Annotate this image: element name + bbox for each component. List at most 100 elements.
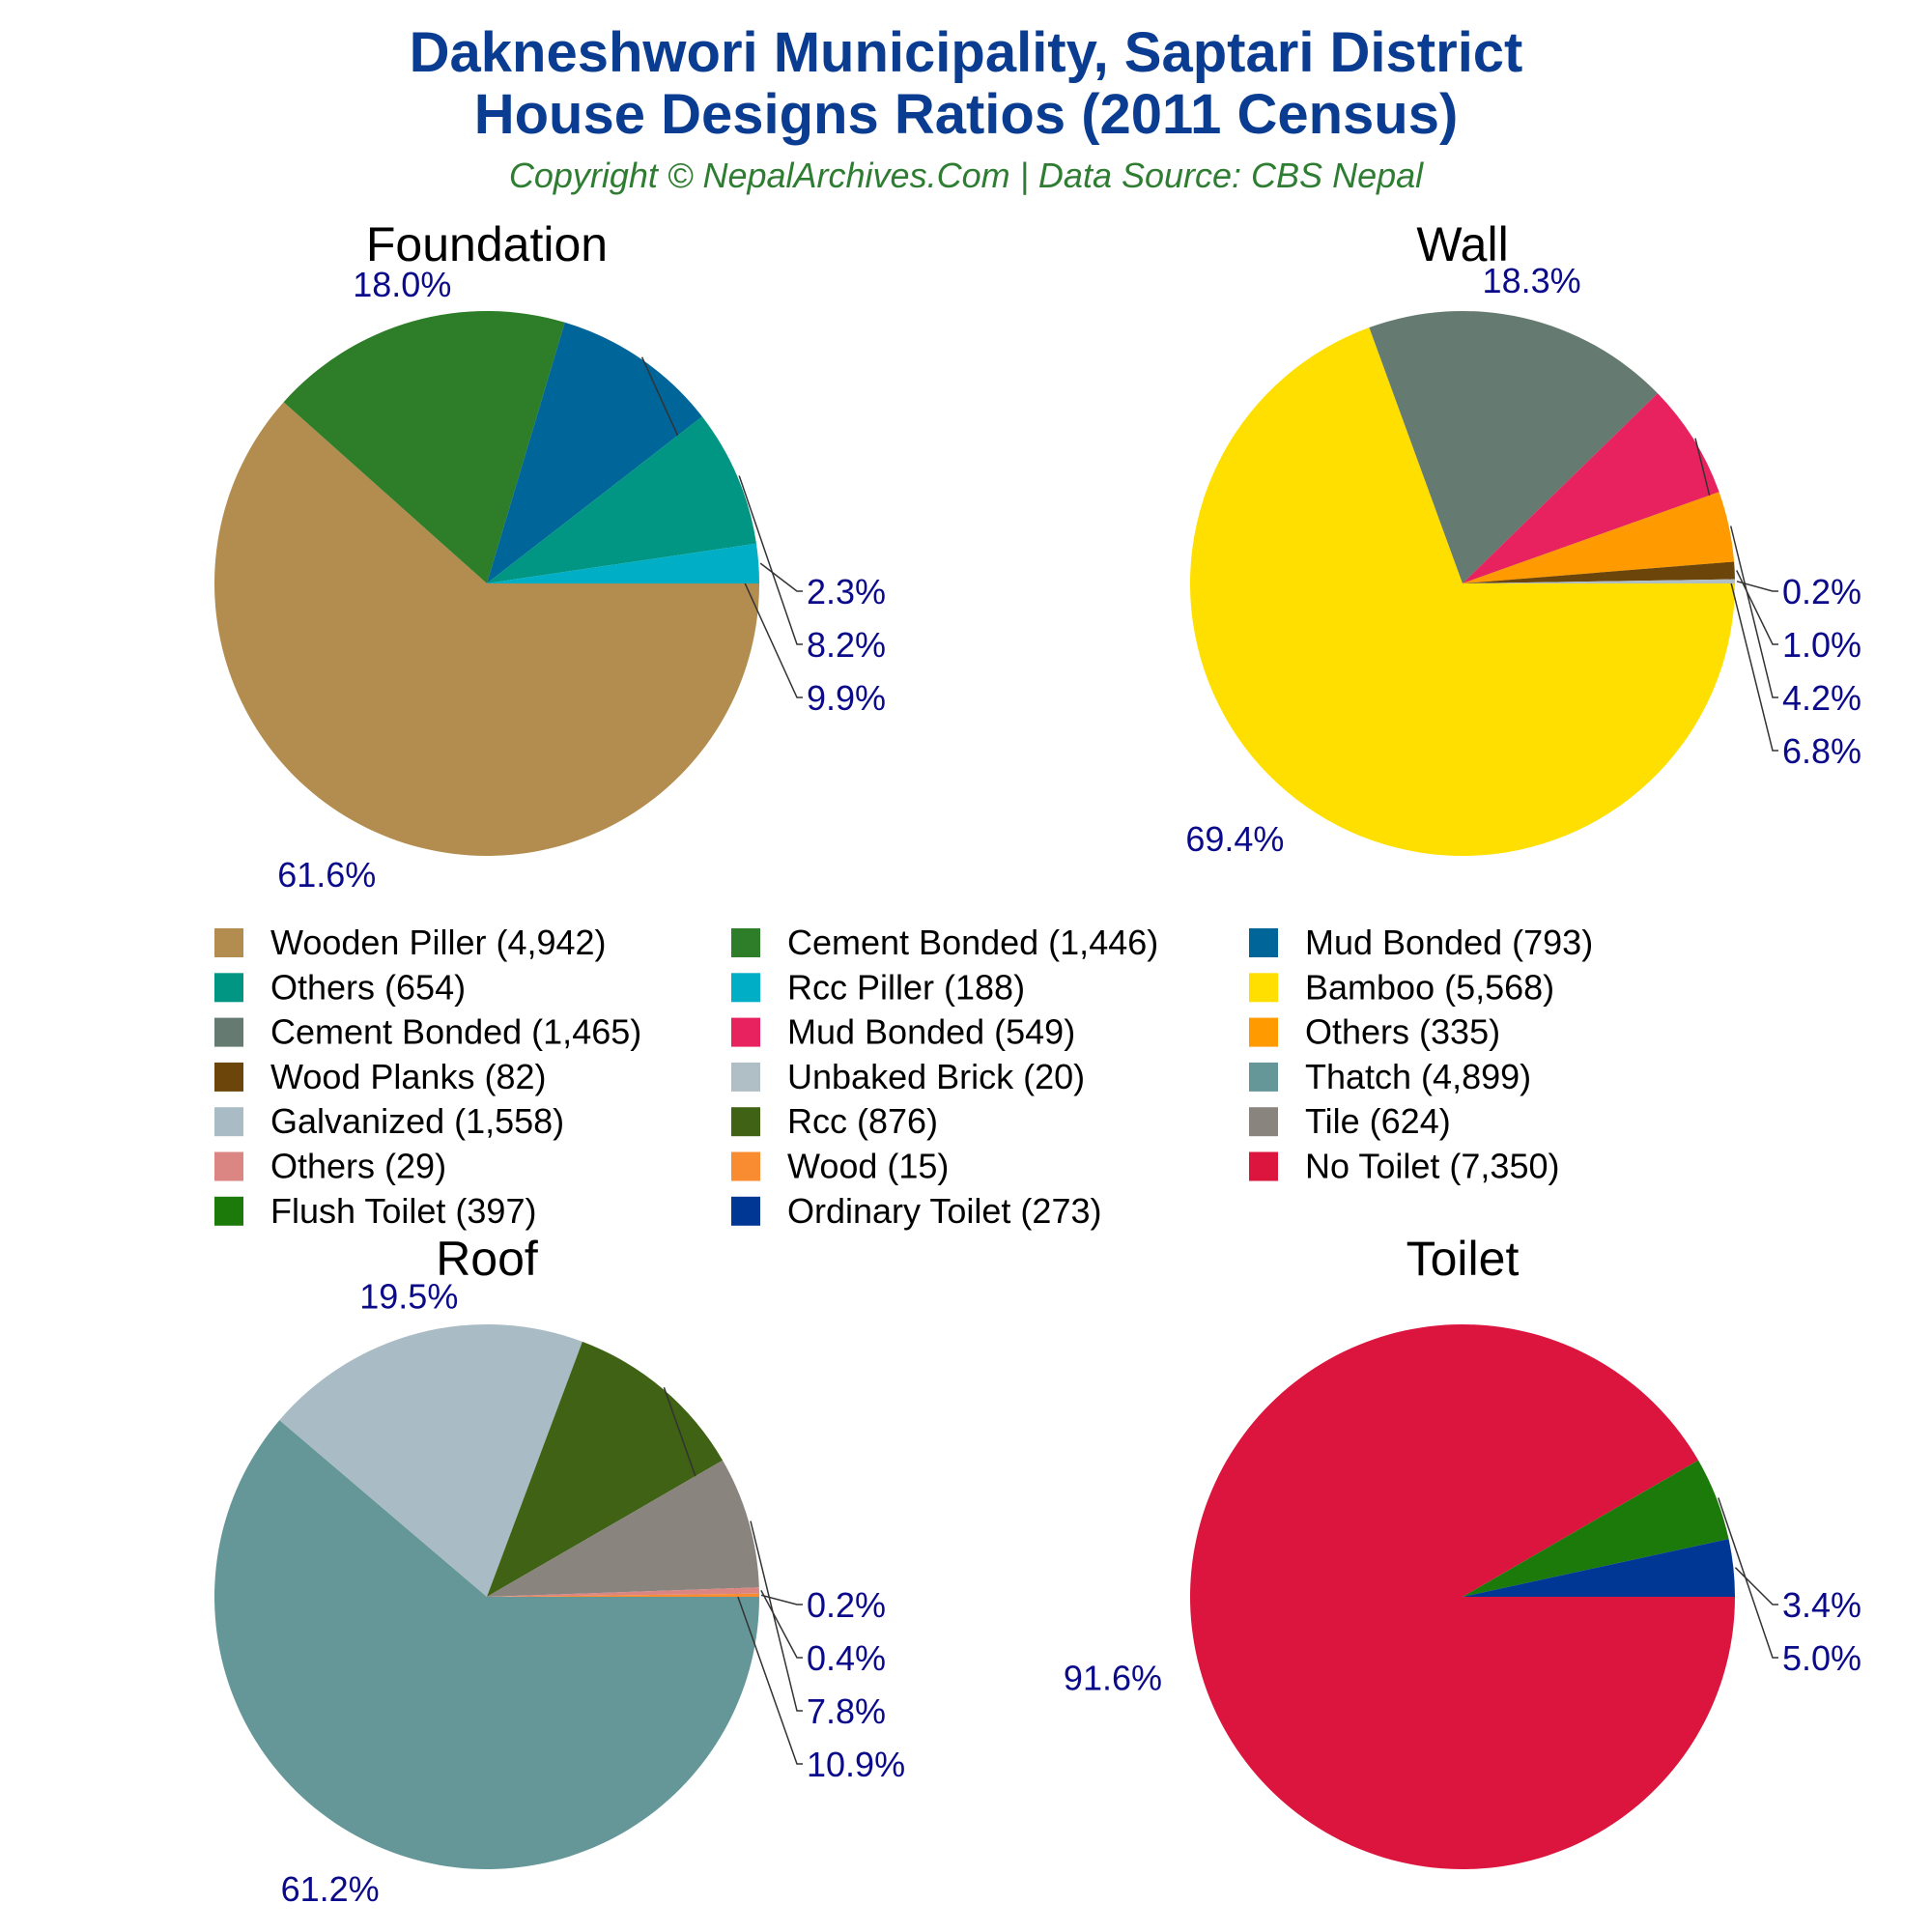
legend-swatch <box>214 1107 243 1137</box>
pie-title: Foundation <box>366 217 608 271</box>
pie-slice <box>487 1587 759 1597</box>
legend-item: Wood (15) <box>731 1147 949 1186</box>
legend-label: Bamboo (5,568) <box>1305 967 1554 1007</box>
legend-label: Cement Bonded (1,465) <box>270 1012 641 1052</box>
pie-slice <box>487 1460 759 1597</box>
percent-label: 8.2% <box>807 625 886 665</box>
legend-item: Rcc Piller (188) <box>731 967 1025 1007</box>
legend-label: Unbaked Brick (20) <box>787 1057 1085 1096</box>
pie-slice <box>487 322 702 583</box>
leader-line <box>1736 570 1778 645</box>
legend-label: Rcc (876) <box>787 1101 938 1141</box>
legend-swatch <box>1249 1107 1278 1137</box>
pie-slice <box>283 310 565 583</box>
leader-line <box>1734 1567 1778 1605</box>
percent-label: 4.2% <box>1782 678 1861 718</box>
percent-label: 0.2% <box>807 1585 886 1625</box>
pie-slice <box>487 1593 759 1597</box>
legend-swatch <box>1249 973 1278 1003</box>
legend-swatch <box>731 1062 760 1092</box>
legend-item: Thatch (4,899) <box>1249 1057 1531 1096</box>
percent-label: 7.8% <box>807 1691 886 1731</box>
percent-label: 18.0% <box>353 265 451 304</box>
legend-item: Unbaked Brick (20) <box>731 1057 1085 1096</box>
legend-swatch <box>1249 1151 1278 1181</box>
legend-label: Others (335) <box>1305 1012 1500 1052</box>
legend-label: Flush Toilet (397) <box>270 1191 536 1231</box>
pie-slice <box>1463 393 1719 583</box>
legend-swatch <box>731 1196 760 1226</box>
legend-label: Wood Planks (82) <box>270 1057 546 1096</box>
chart-title-line1: Dakneshwori Municipality, Saptari Distri… <box>410 21 1523 84</box>
percent-label: 3.4% <box>1782 1585 1861 1625</box>
legend-label: Cement Bonded (1,446) <box>787 923 1158 962</box>
pie-wall: Wall 69.4% 18.3% 6.8% 4.2% 1.0% 0.2% <box>1185 217 1861 859</box>
pie-slice <box>1189 1324 1735 1870</box>
percent-label: 0.4% <box>807 1638 886 1678</box>
legend-label: Mud Bonded (549) <box>787 1012 1075 1052</box>
pie-slice <box>1463 1460 1729 1597</box>
legend-label: Wood (15) <box>787 1147 949 1186</box>
legend-item: Others (29) <box>214 1147 446 1186</box>
pie-slice <box>1369 310 1658 583</box>
pie-charts: Foundation 61.6% 18.0% 9.9% 8.2% 2.3% Wall 69.4… <box>213 217 1861 1909</box>
pie-slice <box>487 543 759 583</box>
legend-label: Others (654) <box>270 967 466 1007</box>
pie-slice <box>1463 579 1736 583</box>
legend-item: No Toilet (7,350) <box>1249 1147 1559 1186</box>
legend-item: Tile (624) <box>1249 1101 1451 1141</box>
leader-line <box>1718 1497 1778 1659</box>
pie-slice <box>213 402 759 856</box>
pie-slice <box>487 1341 724 1597</box>
percent-label: 5.0% <box>1782 1638 1861 1678</box>
leader-line <box>750 1520 803 1712</box>
legend-swatch <box>214 1196 243 1226</box>
legend-label: Others (29) <box>270 1147 446 1186</box>
legend-swatch <box>214 1017 243 1047</box>
legend-item: Flush Toilet (397) <box>214 1191 536 1231</box>
pie-slice <box>1463 1539 1735 1597</box>
legend-item: Galvanized (1,558) <box>214 1101 564 1141</box>
pie-title: Roof <box>436 1232 538 1286</box>
legend: Wooden Piller (4,942) Cement Bonded (1,44… <box>214 923 1593 1231</box>
legend-swatch <box>1249 1017 1278 1047</box>
legend-item: Cement Bonded (1,465) <box>214 1012 641 1052</box>
legend-swatch <box>214 928 243 957</box>
legend-swatch <box>214 1062 243 1092</box>
chart-title-line2: House Designs Ratios (2011 Census) <box>474 83 1459 146</box>
legend-label: Thatch (4,899) <box>1305 1057 1531 1096</box>
legend-label: Galvanized (1,558) <box>270 1101 564 1141</box>
legend-label: Wooden Piller (4,942) <box>270 923 607 962</box>
pie-toilet: Toilet 91.6% 5.0% 3.4% <box>1064 1232 1861 1870</box>
pie-slice <box>1463 561 1735 583</box>
percent-label: 9.9% <box>807 678 886 718</box>
legend-item: Others (335) <box>1249 1012 1500 1052</box>
pie-slice <box>213 1420 759 1869</box>
legend-swatch <box>214 973 243 1003</box>
legend-label: Tile (624) <box>1305 1101 1451 1141</box>
legend-swatch <box>731 1151 760 1181</box>
legend-item: Wooden Piller (4,942) <box>214 923 607 962</box>
pie-slice <box>279 1324 582 1597</box>
legend-swatch <box>731 973 760 1003</box>
leader-line <box>760 1590 803 1659</box>
leader-line <box>1736 581 1778 592</box>
percent-label: 18.3% <box>1483 261 1581 300</box>
legend-label: No Toilet (7,350) <box>1305 1147 1559 1186</box>
leader-line <box>759 562 803 592</box>
legend-swatch <box>731 928 760 957</box>
pie-title: Wall <box>1416 217 1508 271</box>
legend-item: Wood Planks (82) <box>214 1057 546 1096</box>
legend-item: Rcc (876) <box>731 1101 938 1141</box>
percent-label: 61.6% <box>277 855 376 895</box>
percent-label: 69.4% <box>1185 819 1284 859</box>
leader-line <box>738 475 803 645</box>
leader-line <box>760 1594 803 1605</box>
percent-label: 2.3% <box>807 572 886 611</box>
percent-label: 61.2% <box>281 1869 380 1909</box>
percent-label: 6.8% <box>1782 731 1861 771</box>
pie-slice <box>1189 327 1735 856</box>
legend-item: Cement Bonded (1,446) <box>731 923 1158 962</box>
legend-item: Bamboo (5,568) <box>1249 967 1554 1007</box>
